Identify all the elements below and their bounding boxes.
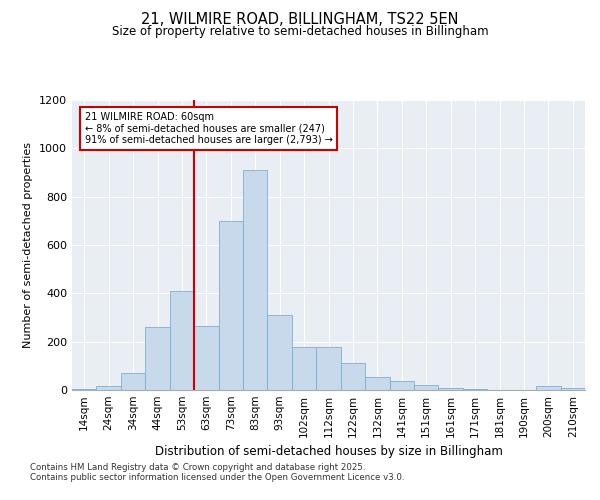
Bar <box>341 364 365 390</box>
Bar <box>243 170 268 390</box>
Bar <box>268 315 292 390</box>
Bar <box>194 326 218 390</box>
Y-axis label: Number of semi-detached properties: Number of semi-detached properties <box>23 142 34 348</box>
Bar <box>439 388 463 390</box>
Bar <box>97 386 121 390</box>
Bar <box>145 327 170 390</box>
Text: Contains public sector information licensed under the Open Government Licence v3: Contains public sector information licen… <box>30 472 404 482</box>
Bar <box>292 346 316 390</box>
Bar <box>414 384 439 390</box>
Bar <box>316 346 341 390</box>
Bar <box>218 221 243 390</box>
Bar <box>536 386 560 390</box>
Bar <box>365 376 389 390</box>
Text: Size of property relative to semi-detached houses in Billingham: Size of property relative to semi-detach… <box>112 25 488 38</box>
X-axis label: Distribution of semi-detached houses by size in Billingham: Distribution of semi-detached houses by … <box>155 446 502 458</box>
Bar <box>170 291 194 390</box>
Bar <box>121 373 145 390</box>
Bar <box>560 388 585 390</box>
Bar <box>389 381 414 390</box>
Text: Contains HM Land Registry data © Crown copyright and database right 2025.: Contains HM Land Registry data © Crown c… <box>30 462 365 471</box>
Text: 21, WILMIRE ROAD, BILLINGHAM, TS22 5EN: 21, WILMIRE ROAD, BILLINGHAM, TS22 5EN <box>141 12 459 28</box>
Text: 21 WILMIRE ROAD: 60sqm
← 8% of semi-detached houses are smaller (247)
91% of sem: 21 WILMIRE ROAD: 60sqm ← 8% of semi-deta… <box>85 112 332 146</box>
